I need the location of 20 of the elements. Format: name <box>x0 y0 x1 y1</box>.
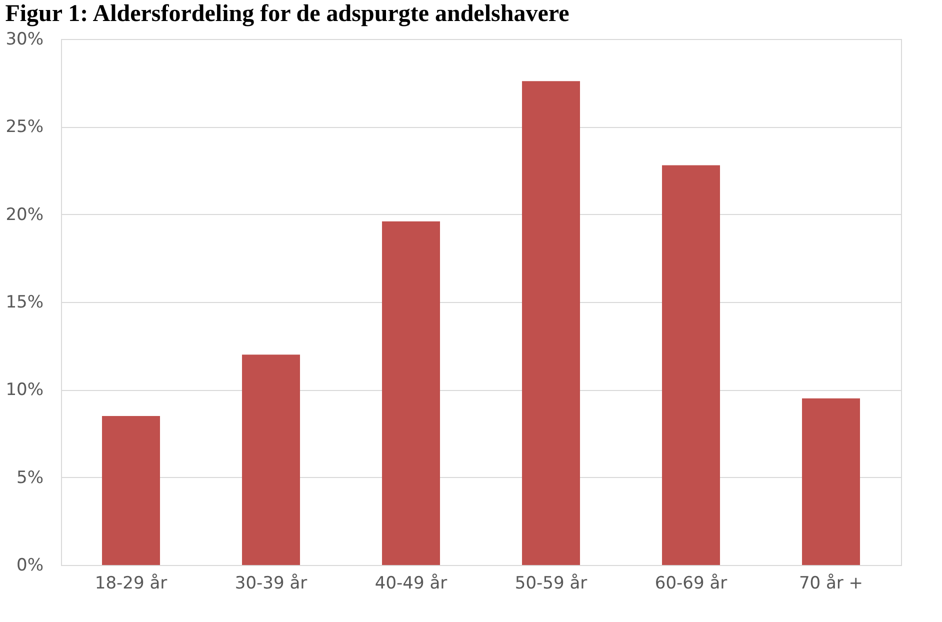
y-tick-label: 10% <box>6 380 44 400</box>
bar <box>382 221 440 565</box>
bar <box>102 416 160 565</box>
bar <box>802 398 860 565</box>
x-tick-label: 50-59 år <box>514 574 588 594</box>
x-tick-label: 30-39 år <box>234 574 308 594</box>
bar <box>662 165 720 565</box>
chart-title: Figur 1: Aldersfordeling for de adspurgte andelshavere <box>5 1 570 27</box>
y-tick-label: 25% <box>6 117 44 138</box>
bar <box>522 81 580 565</box>
x-tick-label: 70 år + <box>798 574 864 594</box>
y-tick-label: 20% <box>6 204 44 225</box>
x-tick-label: 60-69 år <box>654 574 728 594</box>
bar <box>242 354 300 565</box>
x-tick-label: 40-49 år <box>374 574 448 594</box>
y-tick-label: 15% <box>6 292 44 312</box>
x-tick-label: 18-29 år <box>94 574 168 594</box>
y-tick-label: 5% <box>16 468 44 488</box>
y-tick-label: 0% <box>16 556 44 576</box>
y-tick-label: 30% <box>6 30 44 50</box>
